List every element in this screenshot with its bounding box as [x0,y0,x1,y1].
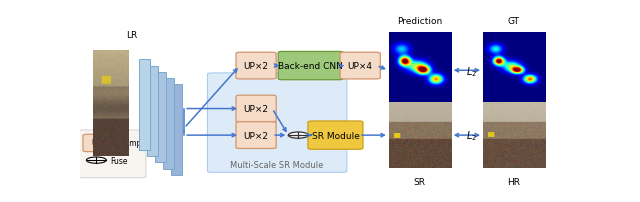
Text: $L_2$: $L_2$ [467,129,477,142]
Circle shape [86,157,106,163]
FancyBboxPatch shape [79,130,146,178]
Text: Upsample: Upsample [110,139,148,148]
Text: $L_2$: $L_2$ [467,65,477,79]
Text: Multi-Scale SR Module: Multi-Scale SR Module [230,160,324,169]
FancyBboxPatch shape [171,85,182,175]
Text: UP×2: UP×2 [244,62,269,71]
Text: SR Module: SR Module [312,131,360,140]
FancyBboxPatch shape [278,52,343,80]
FancyBboxPatch shape [155,73,166,163]
Text: Fuse: Fuse [110,156,128,165]
Text: UP×4: UP×4 [348,62,372,71]
FancyBboxPatch shape [236,122,276,149]
Text: UP×2: UP×2 [244,104,269,114]
Text: UP×2: UP×2 [244,131,269,140]
FancyBboxPatch shape [83,135,110,152]
FancyBboxPatch shape [147,66,158,156]
FancyBboxPatch shape [236,53,276,80]
Text: GT: GT [508,16,520,25]
Text: SR: SR [414,177,426,186]
Text: Back-end CNN: Back-end CNN [278,62,343,71]
Text: Prediction: Prediction [397,16,442,25]
Text: HR: HR [508,177,520,186]
FancyBboxPatch shape [139,60,150,150]
FancyBboxPatch shape [340,53,380,80]
FancyBboxPatch shape [308,121,363,149]
Text: UP: UP [92,139,101,148]
Text: LR: LR [127,31,138,40]
Circle shape [288,132,308,139]
FancyBboxPatch shape [236,96,276,122]
FancyBboxPatch shape [207,74,347,173]
FancyBboxPatch shape [163,79,173,169]
